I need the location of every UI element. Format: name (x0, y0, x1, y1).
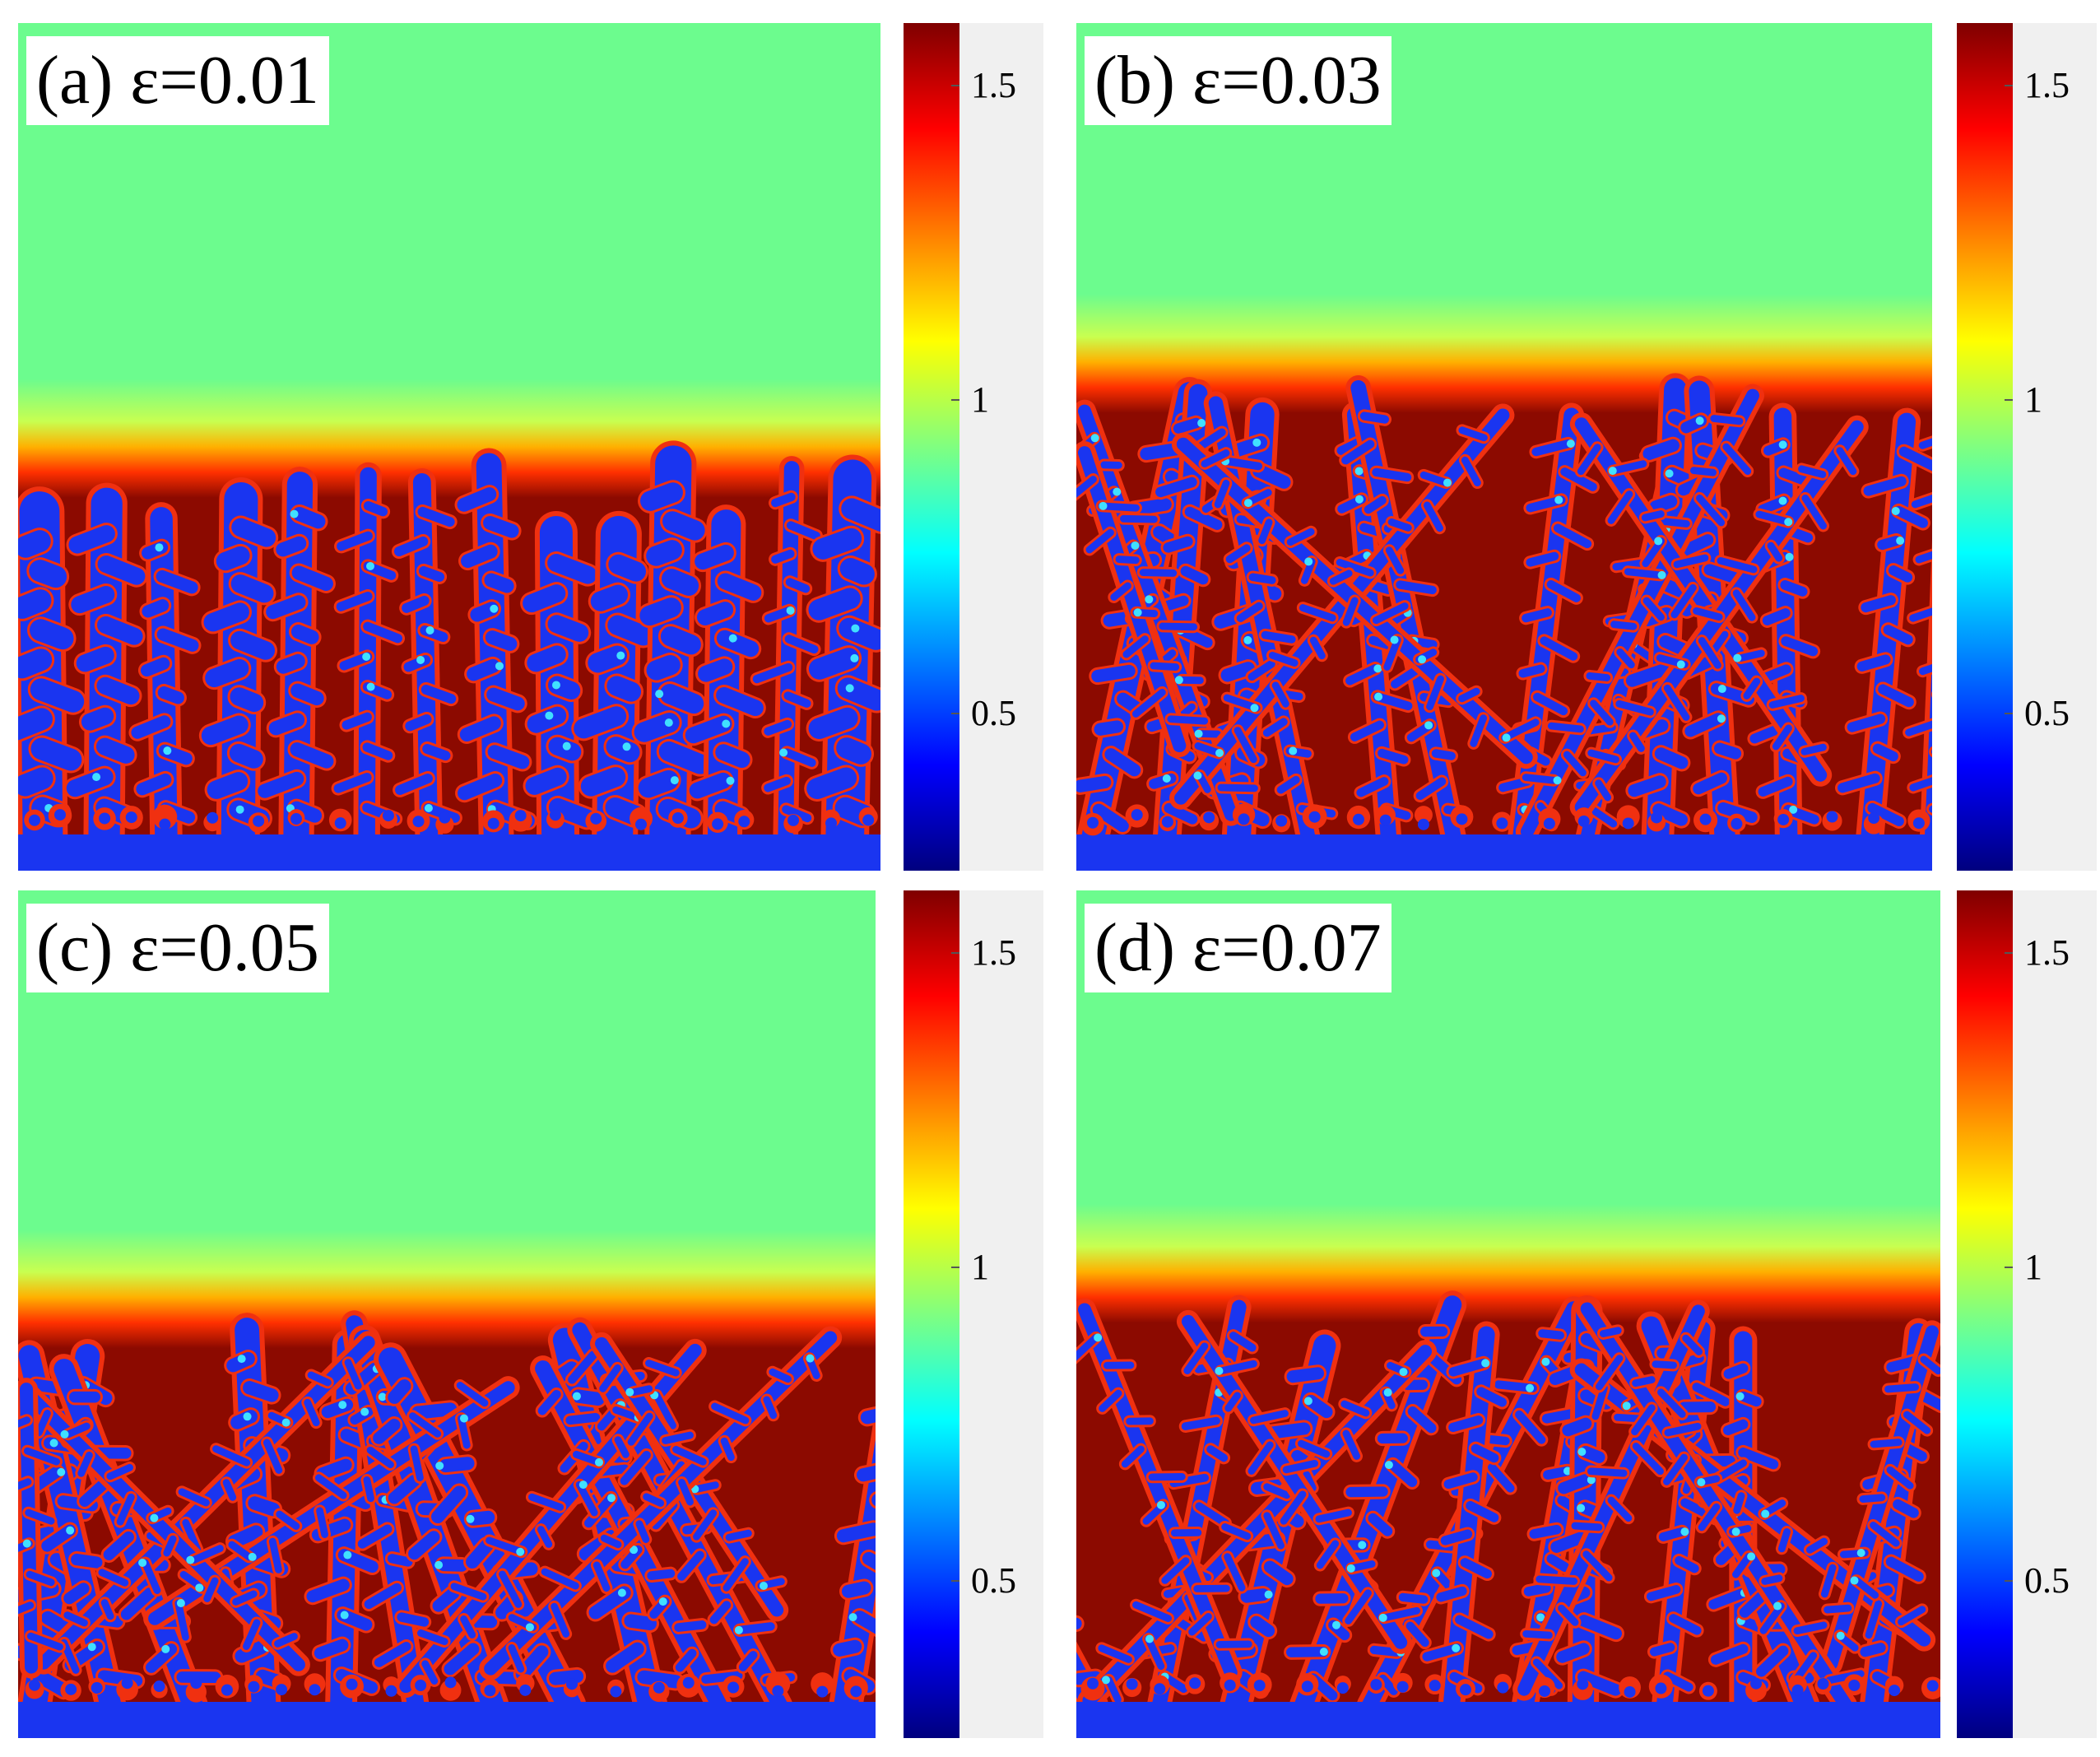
panel-label-a: (a) ε=0.01 (26, 36, 329, 125)
colorbar-c: 1.5 1 0.5 (904, 890, 1043, 1738)
field-plot-b (1076, 23, 1932, 871)
colorbar-a: 1.5 1 0.5 (904, 23, 1043, 871)
colorbar-tick-c (951, 1266, 959, 1268)
colorbar-tick-c (951, 1580, 959, 1583)
colorbar-tick-b (2005, 85, 2013, 87)
colorbar-gradient-b (1957, 23, 2013, 871)
colorbar-gradient-a (904, 23, 959, 871)
panel-b: (b) ε=0.03 (1076, 23, 2097, 871)
colorbar-tick-label-c: 1.5 (971, 932, 1016, 974)
colorbar-tick-label-a: 1 (971, 379, 989, 420)
colorbar-b: 1.5 1 0.5 (1957, 23, 2097, 871)
field-plot-c (18, 890, 876, 1738)
colorbar-tick-a (951, 398, 959, 401)
colorbar-tick-label-a: 1.5 (971, 65, 1016, 106)
colorbar-tick-label-d: 0.5 (2024, 1560, 2070, 1601)
panel-label-c: (c) ε=0.05 (26, 904, 329, 992)
colorbar-tick-label-a: 0.5 (971, 693, 1016, 734)
dendrite-pattern-a (18, 440, 880, 871)
colorbar-tick-a (951, 713, 959, 715)
panel-label-d: (d) ε=0.07 (1085, 904, 1391, 992)
dendrite-pattern-d (1076, 1290, 1940, 1738)
colorbar-tick-a (951, 85, 959, 87)
colorbar-tick-label-d: 1 (2024, 1246, 2042, 1287)
colorbar-tick-label-b: 1.5 (2024, 65, 2070, 106)
dendrite-pattern-c (18, 1310, 876, 1738)
dendrite-pattern-b (1076, 373, 1932, 871)
panel-a: (a) ε=0.01 (18, 23, 1038, 871)
colorbar-tick-label-b: 0.5 (2024, 693, 2070, 734)
panel-label-b: (b) ε=0.03 (1085, 36, 1391, 125)
field-plot-d (1076, 890, 1940, 1738)
colorbar-tick-label-c: 1 (971, 1246, 989, 1287)
colorbar-tick-label-b: 1 (2024, 379, 2042, 420)
colorbar-gradient-c (904, 890, 959, 1738)
panel-c: (c) ε=0.05 (18, 890, 1038, 1738)
colorbar-tick-d (2005, 952, 2013, 955)
panel-d: (d) ε=0.07 (1076, 890, 2097, 1738)
colorbar-tick-d (2005, 1266, 2013, 1268)
colorbar-tick-c (951, 952, 959, 955)
field-plot-a (18, 23, 880, 871)
colorbar-gradient-d (1957, 890, 2013, 1738)
colorbar-tick-label-d: 1.5 (2024, 932, 2070, 974)
colorbar-tick-label-c: 0.5 (971, 1560, 1016, 1601)
colorbar-tick-d (2005, 1580, 2013, 1583)
colorbar-tick-b (2005, 398, 2013, 401)
colorbar-d: 1.5 1 0.5 (1957, 890, 2097, 1738)
colorbar-tick-b (2005, 713, 2013, 715)
